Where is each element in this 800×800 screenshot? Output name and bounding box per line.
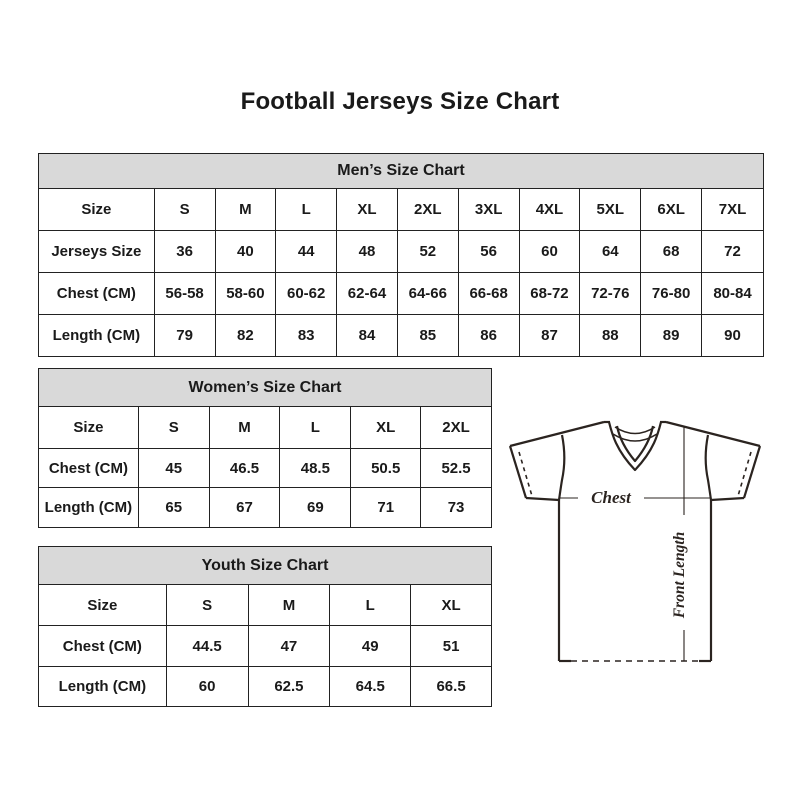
svg-text:Front Length: Front Length bbox=[671, 532, 688, 620]
svg-text:Chest: Chest bbox=[591, 488, 632, 507]
